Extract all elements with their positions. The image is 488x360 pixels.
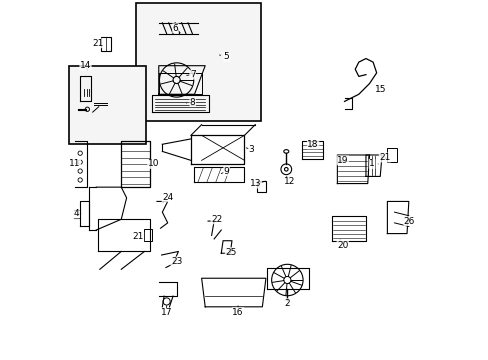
Text: 3: 3: [246, 145, 254, 154]
Text: 8: 8: [186, 98, 195, 107]
Text: 26: 26: [403, 217, 414, 226]
Text: 21: 21: [92, 39, 103, 48]
Text: 16: 16: [232, 306, 244, 317]
Text: 14: 14: [80, 61, 91, 70]
Text: 7: 7: [186, 70, 195, 79]
Text: 13: 13: [250, 179, 261, 188]
Text: 25: 25: [225, 248, 236, 257]
Text: 20: 20: [336, 240, 348, 249]
Bar: [69, 66, 146, 144]
Text: 23: 23: [171, 257, 182, 266]
Bar: [135, 3, 260, 121]
Bar: [101, 37, 111, 51]
Text: 1: 1: [368, 159, 377, 168]
Text: 4: 4: [74, 209, 81, 218]
Bar: [386, 148, 397, 162]
Text: 21: 21: [132, 232, 143, 241]
Text: 24: 24: [162, 193, 173, 202]
Text: 12: 12: [284, 176, 295, 186]
Text: 21: 21: [378, 153, 390, 162]
Text: 10: 10: [147, 159, 159, 168]
Text: 11: 11: [69, 159, 81, 168]
Text: 19: 19: [336, 156, 348, 165]
Text: 22: 22: [211, 215, 222, 224]
Text: 2: 2: [284, 297, 289, 308]
Text: 9: 9: [221, 167, 229, 176]
Bar: [257, 181, 265, 192]
Text: 17: 17: [161, 306, 172, 318]
Text: 18: 18: [307, 140, 318, 149]
Bar: [143, 229, 151, 241]
Text: 5: 5: [219, 52, 229, 61]
Text: 15: 15: [374, 85, 386, 94]
Text: 6: 6: [172, 24, 180, 33]
